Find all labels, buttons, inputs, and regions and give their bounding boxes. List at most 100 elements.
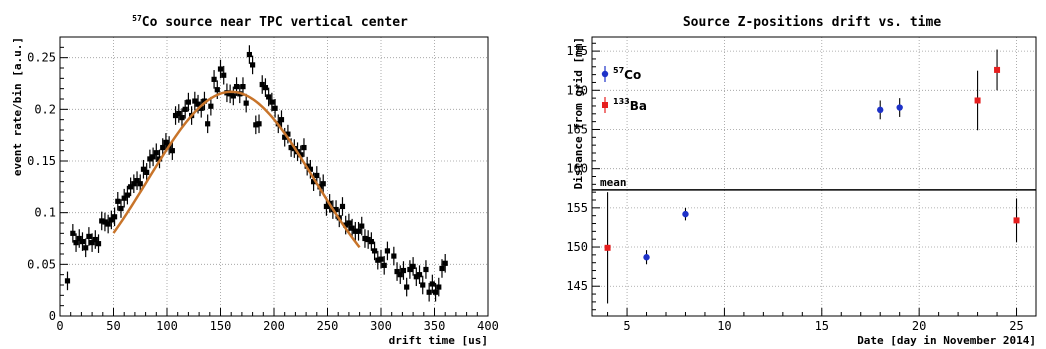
left-data-point [442,254,448,273]
left-data-point [227,84,233,104]
right-y-tick-label: 170 [566,83,588,97]
left-data-point [140,159,147,179]
left-data-point [259,75,265,94]
left-point-marker [391,253,397,259]
left-data-point [397,265,403,284]
left-data-point [134,171,140,190]
left-point-marker [371,248,378,254]
left-data-point [70,224,76,243]
left-point-marker [99,218,105,224]
right-data-point [994,49,1001,91]
left-data-point [89,233,95,252]
left-point-marker [384,248,391,254]
left-point-marker [442,260,448,266]
left-y-tick-label: 0.1 [34,206,56,220]
left-y-tick-label: 0.05 [27,257,56,271]
right-y-tick-label: 160 [566,162,588,176]
legend-ba133-name: Ba [630,99,647,113]
left-data-point [429,274,435,294]
right-point-marker [974,97,981,104]
left-data-point [381,256,387,275]
left-point-marker [343,222,349,228]
left-data-point [343,215,349,235]
left-data-point [320,174,326,194]
left-data-point [64,271,71,291]
left-data-point [250,55,256,75]
left-point-marker [227,91,233,97]
right-data-point [643,250,650,265]
left-data-point [105,214,111,234]
left-point-marker [355,228,362,234]
right-y-tick-label: 145 [566,279,588,293]
left-point-marker [410,263,416,269]
left-data-point [79,232,86,251]
left-point-marker [269,99,275,105]
right-x-tick-label: 20 [912,319,926,333]
left-point-marker [102,219,108,225]
left-point-marker [205,121,211,127]
left-point-marker [285,131,291,137]
left-chart-ylabel: event rate/bin [a.u.] [11,37,24,176]
left-point-marker [198,105,204,111]
left-data-point [346,213,352,233]
left-point-marker [404,284,410,290]
left-point-marker [250,62,256,68]
left-data-point [439,259,445,278]
left-data-point [256,114,262,134]
left-data-point [301,138,307,157]
right-x-tick-label: 5 [623,319,630,333]
left-data-point [362,229,368,248]
right-y-tick-label: 150 [566,240,588,254]
legend-co57-sup: 57 [613,66,624,75]
legend-ba133-label: 133Ba [613,97,647,113]
left-point-marker [214,87,220,93]
left-point-marker [432,289,439,295]
left-point-marker [310,179,317,185]
left-point-marker [256,121,262,127]
right-y-tick-label: 165 [566,122,588,136]
left-point-marker [266,94,272,100]
left-point-marker [172,112,179,119]
left-data-point [182,100,188,119]
left-point-marker [246,51,252,58]
left-x-tick-label: 300 [370,319,392,333]
left-point-marker [160,144,166,151]
left-point-marker [259,81,265,88]
left-data-point [375,250,381,270]
left-point-marker [339,203,346,210]
left-data-point [205,114,211,134]
left-data-point [365,230,371,249]
left-data-point [394,262,400,281]
left-data-point [378,249,384,269]
left-point-marker [352,228,358,234]
left-point-marker [413,274,419,280]
right-point-marker [643,254,650,261]
left-data-point [217,59,224,79]
right-point-marker [604,244,611,251]
left-point-marker [201,98,208,104]
left-point-marker [262,85,269,91]
left-x-tick-label: 350 [424,319,446,333]
right-point-marker [1013,217,1020,224]
left-point-marker [137,181,143,187]
left-point-marker [278,117,285,123]
left-chart-title-text: Co source near TPC vertical center [142,15,408,30]
left-data-point [211,70,217,89]
left-data-point [413,267,419,287]
right-chart-title: Source Z-positions drift vs. time [683,15,941,30]
left-point-marker [394,268,400,275]
left-chart: 57Co source near TPC vertical center 0 50… [11,14,499,347]
right-point-marker [877,106,884,114]
left-chart-xlabel: drift time [us] [389,334,488,347]
left-point-marker [426,289,432,295]
left-data-point [423,260,429,279]
left-data-point [407,260,413,279]
right-data-point [1013,198,1020,243]
left-point-marker [195,101,201,107]
left-data-point [339,197,346,216]
right-chart-grid [592,37,1036,316]
left-chart-title: 57Co source near TPC vertical center [132,14,408,30]
left-point-marker [439,265,445,272]
left-data-point [307,159,313,179]
legend-ba133-marker [602,102,608,108]
